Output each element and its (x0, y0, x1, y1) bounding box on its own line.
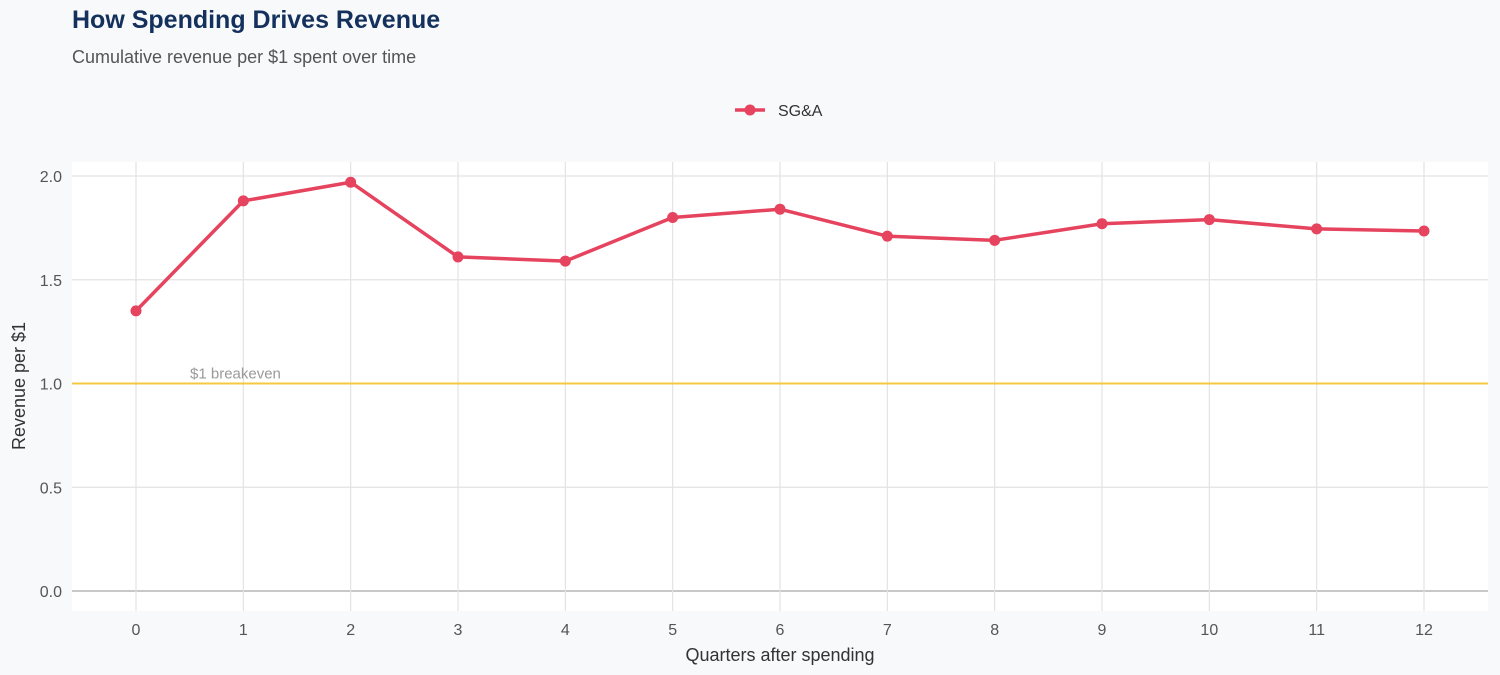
y-axis-label: Revenue per $1 (9, 322, 29, 450)
x-tick-label: 11 (1308, 622, 1325, 639)
data-point (667, 212, 679, 223)
x-tick-label: 7 (883, 622, 892, 639)
data-point (1418, 225, 1430, 237)
breakeven-label: $1 breakeven (190, 366, 281, 383)
data-point (774, 203, 786, 215)
x-axis-label: Quarters after spending (685, 645, 874, 665)
x-tick-label: 12 (1415, 622, 1433, 639)
data-point (1096, 218, 1108, 230)
data-point (881, 230, 893, 242)
x-tick-label: 3 (454, 622, 463, 639)
x-tick-label: 5 (668, 622, 677, 639)
data-point (237, 195, 249, 207)
data-point (1203, 214, 1215, 226)
x-tick-label: 10 (1200, 622, 1218, 639)
legend-label: SG&A (778, 103, 823, 120)
x-tick-label: 8 (990, 622, 999, 639)
y-tick-label: 0.0 (40, 584, 62, 601)
y-tick-label: 1.0 (40, 377, 62, 394)
x-tick-label: 9 (1098, 622, 1107, 639)
y-tick-label: 1.5 (40, 273, 62, 290)
y-tick-label: 0.5 (40, 480, 62, 497)
y-tick-label: 2.0 (40, 169, 62, 186)
x-tick-label: 1 (239, 622, 248, 639)
legend-swatch-point (744, 104, 756, 116)
data-point (345, 176, 357, 188)
chart-title: How Spending Drives Revenue (72, 6, 441, 34)
x-tick-label: 2 (346, 622, 355, 639)
data-point (989, 234, 1001, 246)
data-point (1311, 223, 1323, 235)
x-tick-label: 6 (776, 622, 785, 639)
data-point (559, 255, 571, 267)
legend: SG&A (735, 103, 823, 120)
chart-subtitle: Cumulative revenue per $1 spent over tim… (72, 47, 417, 67)
x-tick-label: 0 (132, 622, 141, 639)
x-tick-label: 4 (561, 622, 570, 639)
data-point (130, 305, 142, 317)
data-point (452, 251, 464, 263)
